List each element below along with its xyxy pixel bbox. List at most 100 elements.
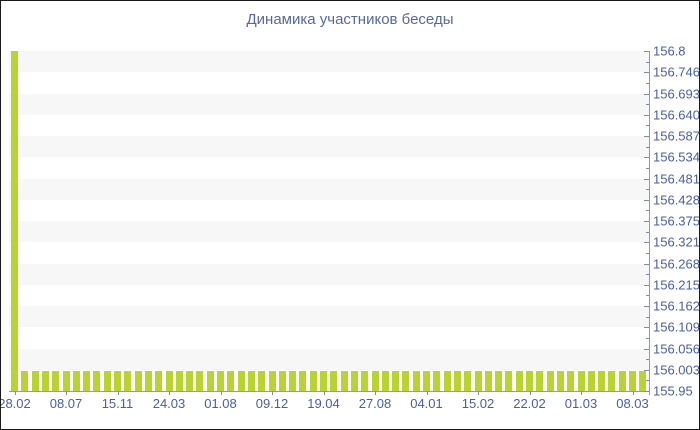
- y-axis-tick-label: 156.268: [653, 256, 700, 271]
- bar: [268, 371, 276, 391]
- x-major-tick: [169, 391, 170, 395]
- grid-band: [9, 306, 649, 328]
- x-major-tick: [426, 391, 428, 395]
- bar: [515, 371, 523, 391]
- bar: [330, 371, 338, 391]
- x-axis-line: [9, 391, 650, 392]
- x-major-tick: [632, 391, 634, 395]
- bar: [258, 371, 266, 391]
- y-axis-tick-label: 156.321: [653, 234, 700, 250]
- y-minor-tick: [646, 167, 649, 169]
- bar: [186, 371, 194, 391]
- y-minor-tick: [646, 337, 649, 339]
- y-axis-line: [649, 51, 650, 395]
- bar: [72, 371, 80, 391]
- y-major-tick: [644, 157, 649, 159]
- x-axis-tick-label: 19.04: [307, 396, 340, 411]
- bar: [361, 371, 369, 391]
- bar: [402, 371, 410, 391]
- bar: [629, 371, 636, 391]
- x-major-tick: [117, 391, 119, 395]
- y-axis-tick-label: 156.746: [653, 64, 700, 80]
- x-axis-tick-label: 28.02: [0, 396, 31, 411]
- y-major-tick: [644, 221, 649, 222]
- y-axis-tick-label: 156.215: [653, 277, 700, 293]
- bar: [206, 371, 214, 391]
- bar: [93, 371, 101, 391]
- x-major-tick: [581, 391, 582, 395]
- y-axis-tick-label: 156.534: [653, 149, 700, 165]
- x-axis-tick-label: 09.12: [255, 396, 289, 411]
- y-minor-tick: [646, 316, 649, 318]
- y-major-tick: [644, 199, 649, 201]
- bar: [598, 371, 606, 391]
- grid-band: [9, 136, 649, 158]
- grid-band: [9, 51, 649, 73]
- bar: [350, 371, 358, 391]
- x-axis-tick-label: 15.11: [101, 396, 134, 411]
- bar: [320, 371, 327, 391]
- y-axis-tick-label: 156.8: [653, 43, 686, 59]
- bar: [505, 371, 513, 391]
- y-major-tick: [644, 72, 649, 74]
- y-major-tick: [644, 178, 649, 180]
- y-minor-tick: [646, 189, 649, 191]
- y-minor-tick: [646, 295, 649, 297]
- y-minor-tick: [646, 231, 649, 233]
- bar: [423, 371, 430, 391]
- y-major-tick: [644, 306, 649, 307]
- bar: [83, 371, 91, 391]
- y-major-tick: [644, 327, 649, 329]
- bar: [299, 371, 307, 391]
- y-minor-tick: [646, 146, 649, 148]
- bar: [392, 371, 400, 391]
- bar: [217, 371, 224, 391]
- y-minor-tick: [646, 274, 649, 276]
- bar: [175, 371, 183, 391]
- x-axis-tick-label: 01.03: [564, 396, 598, 411]
- x-axis-tick-label: 08.03: [616, 396, 649, 411]
- bar: [608, 371, 616, 391]
- bar: [639, 371, 647, 391]
- y-major-tick: [644, 51, 649, 52]
- x-major-tick: [375, 391, 376, 395]
- y-minor-tick: [646, 82, 649, 84]
- y-axis-tick-label: 156.481: [653, 171, 700, 186]
- bar: [103, 371, 111, 391]
- y-major-tick: [644, 93, 649, 95]
- x-major-tick: [220, 391, 222, 395]
- x-major-tick: [66, 391, 67, 395]
- bar: [443, 371, 451, 391]
- x-axis-tick-label: 27.08: [358, 396, 392, 411]
- bar: [340, 371, 348, 391]
- y-major-tick: [644, 369, 649, 371]
- y-axis-tick-label: 156.640: [653, 107, 700, 123]
- x-axis-tick-label: 04.01: [410, 396, 443, 411]
- x-axis-tick-label: 24.03: [152, 396, 186, 411]
- bar: [289, 371, 297, 391]
- x-major-tick: [478, 391, 479, 395]
- x-axis-tick-label: 15.02: [461, 396, 495, 411]
- bar: [165, 371, 173, 391]
- bar: [124, 371, 132, 391]
- bar: [577, 371, 585, 391]
- x-axis-tick-label: 01.08: [204, 396, 237, 411]
- bar: [453, 371, 461, 391]
- y-minor-tick: [646, 61, 649, 63]
- bar: [52, 371, 60, 391]
- bar: [134, 371, 142, 391]
- bar: [526, 371, 533, 391]
- y-minor-tick: [646, 210, 649, 212]
- grid-band: [9, 348, 649, 370]
- y-major-tick: [644, 263, 649, 265]
- y-major-tick: [644, 348, 649, 350]
- bar: [433, 371, 441, 391]
- bar: [309, 371, 317, 391]
- grid-band: [9, 263, 649, 285]
- bar: [412, 371, 420, 391]
- y-minor-tick: [646, 252, 649, 254]
- bar: [196, 371, 204, 391]
- bar: [587, 371, 595, 391]
- y-major-tick: [644, 136, 649, 137]
